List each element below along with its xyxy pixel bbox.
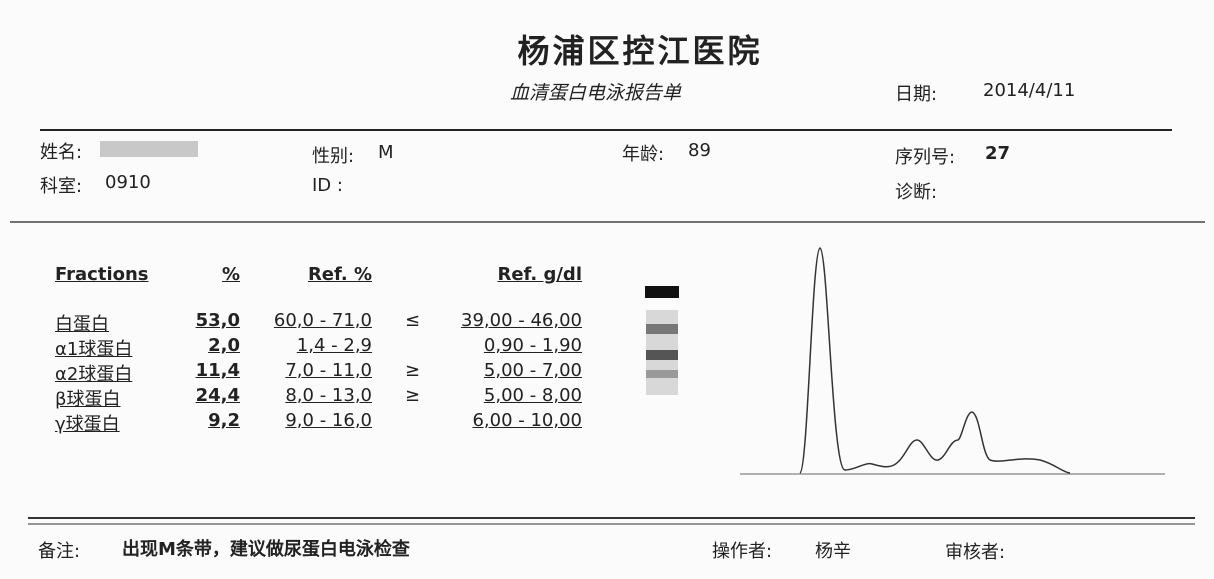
serial: 27 [985,143,1010,164]
fraction: 白蛋白 [55,310,109,336]
ref-percent: 60,0 - 71,0 [250,310,372,331]
percent: 11,4 [180,360,240,381]
percent: 2,0 [180,335,240,356]
ref-gdl: 6,00 - 10,00 [420,410,582,431]
fraction: α1球蛋白 [55,335,132,361]
ref-percent: 7,0 - 11,0 [250,360,372,381]
diagnosis-label: 诊断: [895,178,937,204]
dept: 0910 [105,172,151,193]
table-header: Fractions [55,264,149,285]
ref-gdl: 5,00 - 8,00 [420,385,582,406]
age: 89 [688,140,711,161]
serial-label: 序列号: [895,143,955,169]
percent: 53,0 [180,310,240,331]
table-header: Ref. g/dl [420,264,582,285]
remark: 出现M条带，建议做尿蛋白电泳检查 [122,535,410,561]
dept-label: 科室: [40,172,82,198]
reviewer-label: 审核者: [945,538,1005,564]
electropherogram [740,248,1165,474]
gel-lane [645,286,679,395]
table-header: % [190,264,240,285]
fraction: α2球蛋白 [55,360,132,386]
blurred-name [100,141,198,157]
flag: ≥ [405,385,420,406]
ref-gdl: 39,00 - 46,00 [420,310,582,331]
ref-gdl: 5,00 - 7,00 [420,360,582,381]
fraction: β球蛋白 [55,385,121,411]
flag: ≥ [405,360,420,381]
percent: 24,4 [180,385,240,406]
table-header: Ref. % [250,264,372,285]
remark-label: 备注: [38,537,80,563]
ref-gdl: 0,90 - 1,90 [420,335,582,356]
percent: 9,2 [180,410,240,431]
ref-percent: 9,0 - 16,0 [250,410,372,431]
fraction: γ球蛋白 [55,410,120,436]
report: 杨浦区控江医院 血清蛋白电泳报告单 日期: 2014/4/11 姓名: 性别: … [0,0,1214,579]
sex-label: 性别: [312,142,354,168]
sex: M [378,142,394,163]
rules [0,0,1214,579]
name-label: 姓名: [40,138,82,164]
id-label: ID : [312,175,343,196]
operator-label: 操作者: [712,537,772,563]
ref-percent: 8,0 - 13,0 [250,385,372,406]
operator: 杨辛 [815,537,851,563]
flag: ≤ [405,310,420,331]
age-label: 年龄: [622,140,664,166]
ref-percent: 1,4 - 2,9 [250,335,372,356]
